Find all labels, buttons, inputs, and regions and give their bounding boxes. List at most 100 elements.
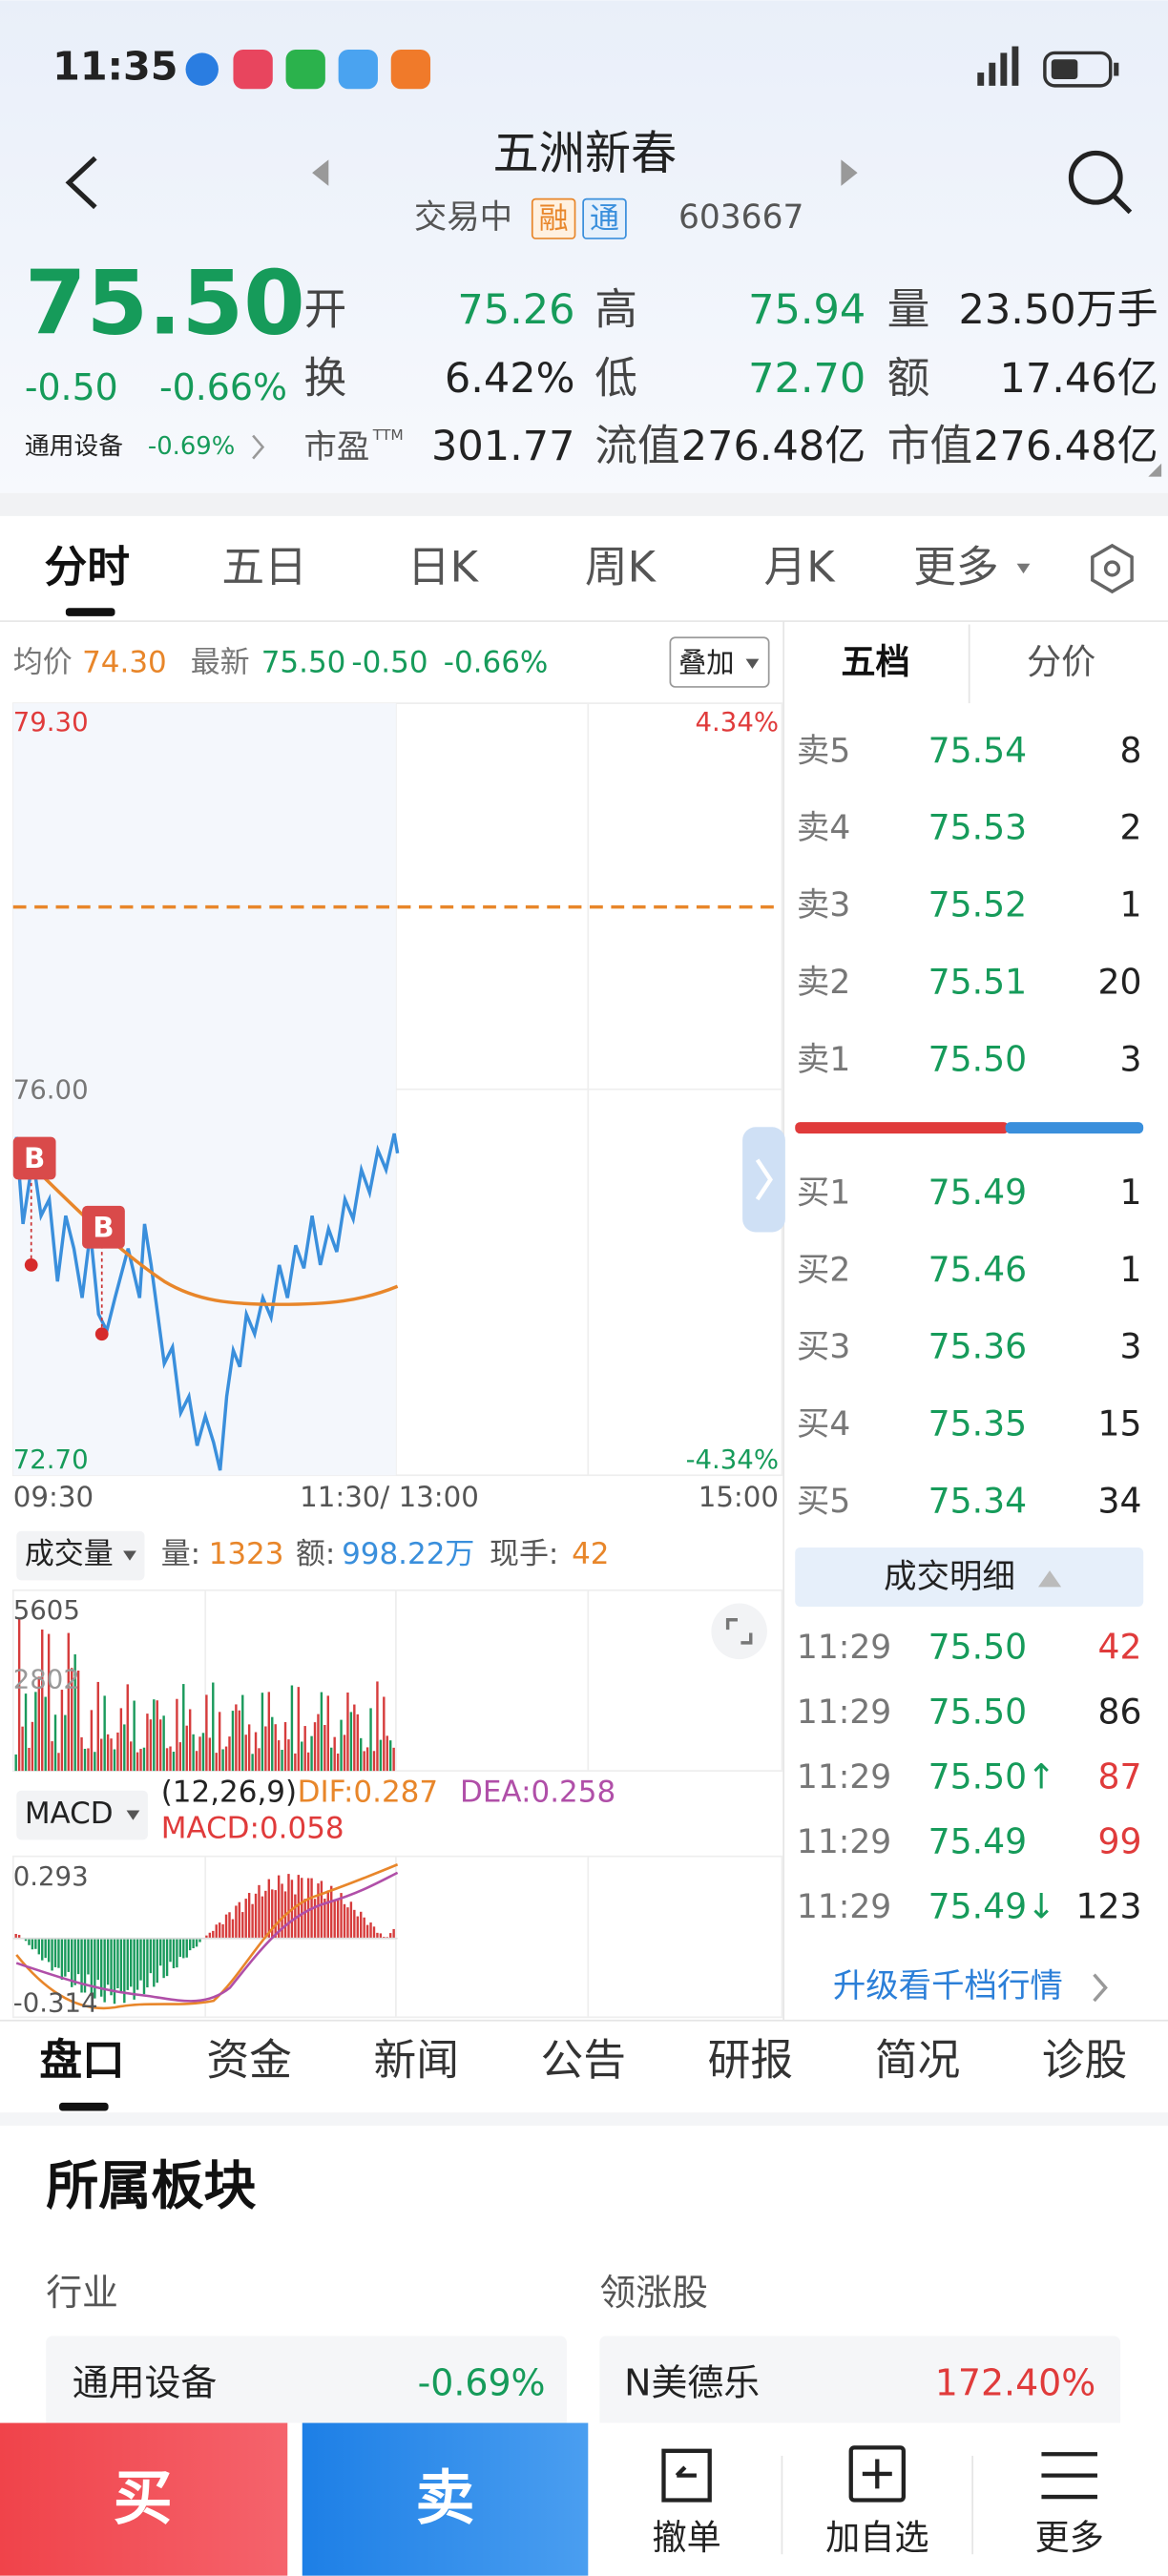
time-label: 11:30/ 13:00 xyxy=(300,1481,479,1513)
trade-vol: 86 xyxy=(1097,1692,1141,1733)
latest-change: -0.50 xyxy=(351,645,428,679)
trade-time: 11:29 xyxy=(797,1888,891,1926)
action-label[interactable]: 撤单 xyxy=(652,2517,720,2558)
macd-bar xyxy=(192,1938,195,1949)
volume-bar xyxy=(41,1629,44,1772)
overlay-label[interactable]: 叠加 xyxy=(678,646,735,678)
change-pct: -0.66% xyxy=(159,366,287,408)
leader-card[interactable] xyxy=(599,2336,1121,2428)
trade-time: 11:29 xyxy=(797,1693,891,1732)
macd-bar xyxy=(53,1938,57,1967)
trades-header-bg[interactable] xyxy=(795,1548,1144,1607)
stock-name: 五洲新春 xyxy=(492,127,677,180)
book-tab[interactable]: 分价 xyxy=(1027,641,1095,682)
prev-stock[interactable] xyxy=(312,159,329,186)
overlay-button[interactable] xyxy=(669,636,770,688)
marker[interactable] xyxy=(12,1136,56,1180)
sell-button[interactable] xyxy=(302,2422,589,2576)
volume-bar xyxy=(176,1698,178,1772)
tab[interactable]: 月K xyxy=(764,542,837,592)
trade-state: 交易中 xyxy=(414,198,512,237)
macd-bar xyxy=(372,1926,376,1939)
tab[interactable]: 分时 xyxy=(44,542,130,592)
sector[interactable]: 通用设备 xyxy=(25,432,123,461)
macd-bar xyxy=(330,1885,333,1939)
book-label: 买1 xyxy=(797,1174,850,1212)
axis-top-pct: 4.34% xyxy=(696,707,779,737)
bottom-tab[interactable]: 新闻 xyxy=(373,2035,459,2086)
volume-bar xyxy=(126,1684,129,1772)
macd-bar xyxy=(185,1938,188,1958)
macd-bar xyxy=(178,1938,182,1958)
macd-bar xyxy=(90,1938,94,1996)
macd-bar xyxy=(251,1903,254,1939)
volume-bar xyxy=(17,1617,21,1772)
trades-title: 成交明细 xyxy=(884,1558,1015,1596)
volume-bar xyxy=(103,1695,106,1772)
volume-bar xyxy=(90,1710,94,1772)
volume-bar xyxy=(139,1749,142,1772)
amount-value: 998.22万 xyxy=(342,1537,474,1571)
back-button[interactable] xyxy=(65,156,97,210)
next-stock[interactable] xyxy=(841,159,858,186)
avg-label: 均价 xyxy=(13,645,73,679)
volume-bar xyxy=(119,1708,123,1772)
bottom-tab[interactable]: 盘口 xyxy=(39,2035,125,2086)
volume-bar xyxy=(287,1739,290,1772)
action-label[interactable]: 加自选 xyxy=(825,2517,928,2558)
leader-label: 领涨股 xyxy=(599,2272,708,2314)
trade-vol: 42 xyxy=(1097,1627,1141,1668)
volume-bar xyxy=(188,1709,192,1772)
volume-bar xyxy=(24,1693,28,1772)
volume-selector[interactable] xyxy=(16,1530,145,1581)
volume-bar xyxy=(195,1751,198,1772)
book-label: 买2 xyxy=(797,1251,850,1289)
tab[interactable]: 更多 xyxy=(913,542,999,592)
search-button[interactable] xyxy=(1068,150,1133,215)
time-label: 15:00 xyxy=(699,1481,779,1513)
bottom-tab[interactable]: 研报 xyxy=(708,2035,794,2086)
sector-arrow xyxy=(252,434,265,460)
bottom-tab[interactable]: 诊股 xyxy=(1042,2035,1128,2086)
upgrade-arrow xyxy=(1093,1973,1108,2003)
book-vol: 2 xyxy=(1119,807,1141,848)
macd-bar xyxy=(353,1909,356,1939)
book-label: 买4 xyxy=(797,1405,850,1444)
field-value: 276.48亿 xyxy=(681,423,866,470)
industry-card[interactable] xyxy=(46,2336,567,2428)
tab[interactable]: 周K xyxy=(585,542,657,592)
book-label: 卖1 xyxy=(797,1041,850,1079)
bottom-tab[interactable]: 简况 xyxy=(875,2035,960,2086)
macd-bar xyxy=(281,1883,283,1939)
trade-time: 11:29 xyxy=(797,1823,891,1861)
macd-bar xyxy=(136,1938,139,1990)
volume-bar xyxy=(47,1633,51,1772)
elapsed-area xyxy=(12,703,396,1476)
book-price: 75.54 xyxy=(928,730,1027,771)
macd-bar xyxy=(165,1938,169,1977)
collapse-handle[interactable] xyxy=(742,1127,785,1233)
tab[interactable]: 日K xyxy=(407,542,480,592)
macd-selector[interactable] xyxy=(16,1790,148,1840)
tab[interactable]: 五日 xyxy=(221,542,307,592)
volume-bar xyxy=(301,1741,303,1772)
buy-button[interactable] xyxy=(0,2422,288,2576)
book-label: 卖4 xyxy=(797,809,850,847)
action-label[interactable]: 更多 xyxy=(1035,2517,1104,2558)
macd-bar xyxy=(247,1893,251,1939)
settings-icon[interactable] xyxy=(1091,543,1134,594)
macd-bar xyxy=(146,1938,149,1988)
marker[interactable] xyxy=(82,1205,125,1249)
fullscreen-button[interactable] xyxy=(711,1603,767,1660)
macd-bar xyxy=(258,1884,261,1939)
macd-bar xyxy=(37,1938,41,1955)
industry-label: 行业 xyxy=(46,2272,118,2314)
field-label: 市值 xyxy=(887,420,973,470)
macd-bar xyxy=(17,1935,21,1939)
book-tab[interactable]: 五档 xyxy=(841,641,909,682)
bottom-tab[interactable]: 公告 xyxy=(541,2035,627,2086)
bottom-tab[interactable]: 资金 xyxy=(206,2035,292,2086)
hand-value: 42 xyxy=(572,1537,609,1571)
macd-bar xyxy=(182,1938,185,1959)
upgrade-link[interactable]: 升级看千档行情 xyxy=(833,1967,1063,2005)
